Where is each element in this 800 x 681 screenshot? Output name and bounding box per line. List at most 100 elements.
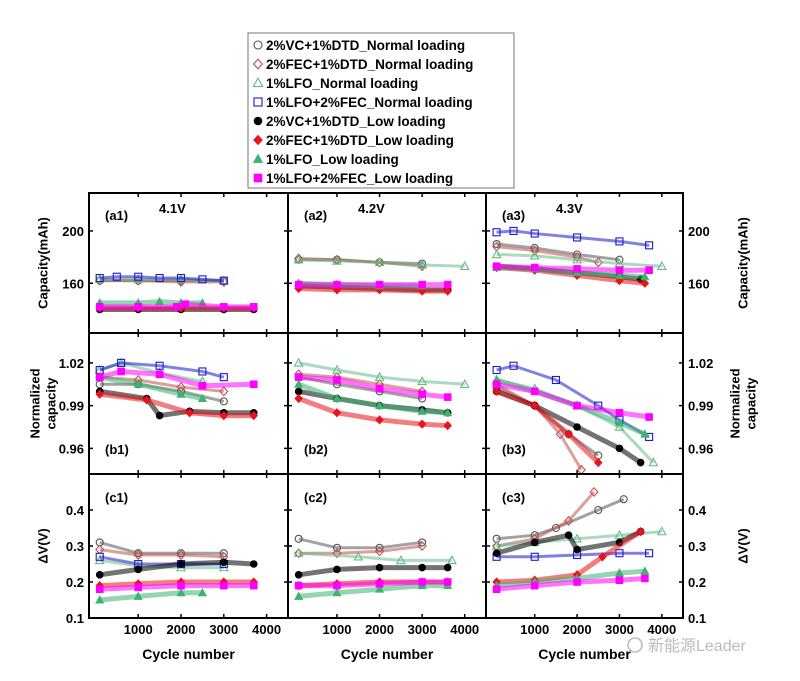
data-point — [197, 393, 207, 402]
y-axis-title-right: Normalized — [727, 368, 742, 438]
data-point — [418, 280, 426, 289]
panel-label: (c1) — [105, 490, 128, 505]
x-tick-label: 3000 — [605, 622, 634, 637]
data-point — [134, 583, 143, 592]
series-7 — [294, 578, 452, 590]
y-tick-label-left: 1.02 — [59, 356, 84, 371]
series-trend-line — [496, 242, 620, 262]
series-trend-line — [99, 590, 203, 603]
legend-marker-triangle-icon — [252, 77, 264, 88]
data-point — [294, 393, 303, 404]
data-point — [640, 566, 650, 575]
data-point — [332, 548, 342, 559]
data-point — [294, 373, 303, 381]
series-2 — [491, 249, 667, 270]
series-trend-line — [496, 551, 650, 559]
y-tick-label-left: 0.2 — [66, 575, 84, 590]
data-point — [219, 386, 229, 397]
data-point — [117, 367, 125, 376]
y-tick-label-left: 0.4 — [66, 503, 85, 518]
series-trend-line — [496, 252, 662, 268]
data-point — [155, 370, 164, 379]
data-point — [417, 419, 427, 429]
data-point — [293, 357, 304, 367]
data-point — [181, 300, 190, 309]
series-7 — [492, 262, 653, 274]
data-point — [443, 393, 452, 401]
series-7 — [294, 280, 452, 289]
voltage-label: 4.3V — [556, 201, 583, 216]
data-point — [492, 549, 501, 558]
series-trend-line — [99, 540, 224, 555]
data-point — [375, 584, 385, 593]
data-point — [641, 574, 649, 583]
data-point — [374, 257, 385, 267]
data-point — [529, 250, 540, 260]
panel-c3: (c3) — [485, 473, 684, 619]
y-tick-label-left: 0.96 — [59, 441, 84, 456]
data-point — [443, 420, 452, 431]
data-point — [198, 367, 207, 376]
data-point — [95, 389, 104, 399]
data-point — [491, 249, 502, 259]
x-tick-label: 4000 — [450, 622, 479, 637]
data-point — [509, 226, 518, 235]
data-point — [530, 552, 539, 561]
data-point — [333, 565, 341, 574]
data-point — [155, 361, 164, 370]
series-trend-line — [298, 258, 465, 268]
series-7 — [95, 300, 258, 311]
data-point — [375, 400, 385, 410]
voltage-label: 4.1V — [159, 201, 186, 216]
data-point — [573, 401, 581, 410]
legend-marker-triangle-icon — [252, 153, 264, 163]
data-point — [564, 429, 573, 439]
series-trend-line — [496, 229, 650, 247]
panel-label: (c3) — [502, 490, 525, 505]
watermark: 新能源Leader — [648, 637, 746, 655]
data-point — [598, 552, 607, 562]
x-tick-label: 1000 — [124, 622, 153, 637]
series-5 — [294, 393, 452, 431]
y-tick-label-right: 0.3 — [688, 539, 706, 554]
data-point — [594, 457, 603, 468]
y-tick-label-right: 0.96 — [688, 441, 713, 456]
y-tick-label-left: 160 — [62, 276, 84, 291]
data-point — [198, 381, 207, 390]
data-point — [176, 549, 186, 558]
data-point — [219, 373, 228, 382]
series-trend-line — [99, 301, 254, 310]
y-tick-label-right: 0.2 — [688, 575, 706, 590]
data-point — [133, 379, 143, 388]
data-point — [594, 505, 603, 515]
series-2 — [293, 357, 470, 388]
data-point — [573, 545, 581, 554]
legend-marker-diamond-icon — [252, 58, 264, 70]
data-point — [573, 265, 581, 273]
data-point — [614, 421, 625, 431]
data-point — [333, 280, 341, 289]
series-0 — [492, 239, 624, 264]
panel-label: (b1) — [105, 442, 129, 457]
data-point — [155, 411, 164, 420]
series-trend-line — [298, 537, 423, 550]
y-axis-title-right: capacity — [743, 377, 758, 430]
y-axis-title-right: ΔV(V) — [735, 528, 750, 563]
data-point — [294, 387, 303, 396]
series-trend-line — [495, 389, 601, 465]
legend-label: 2%VC+1%DTD_Normal loading — [266, 38, 465, 53]
data-point — [95, 303, 104, 311]
data-point — [418, 390, 426, 399]
data-point — [614, 270, 624, 279]
data-point — [530, 538, 539, 547]
data-point — [530, 387, 539, 396]
data-point — [614, 568, 624, 577]
panel-b1: (b1) — [88, 332, 289, 475]
data-point — [614, 417, 624, 427]
data-point — [492, 380, 501, 389]
legend-item: 1%LFO+2%FEC_Normal loading — [253, 95, 473, 110]
series-trend-line — [496, 491, 596, 548]
data-point — [564, 515, 574, 526]
panel-b3: (b3) — [485, 332, 684, 475]
